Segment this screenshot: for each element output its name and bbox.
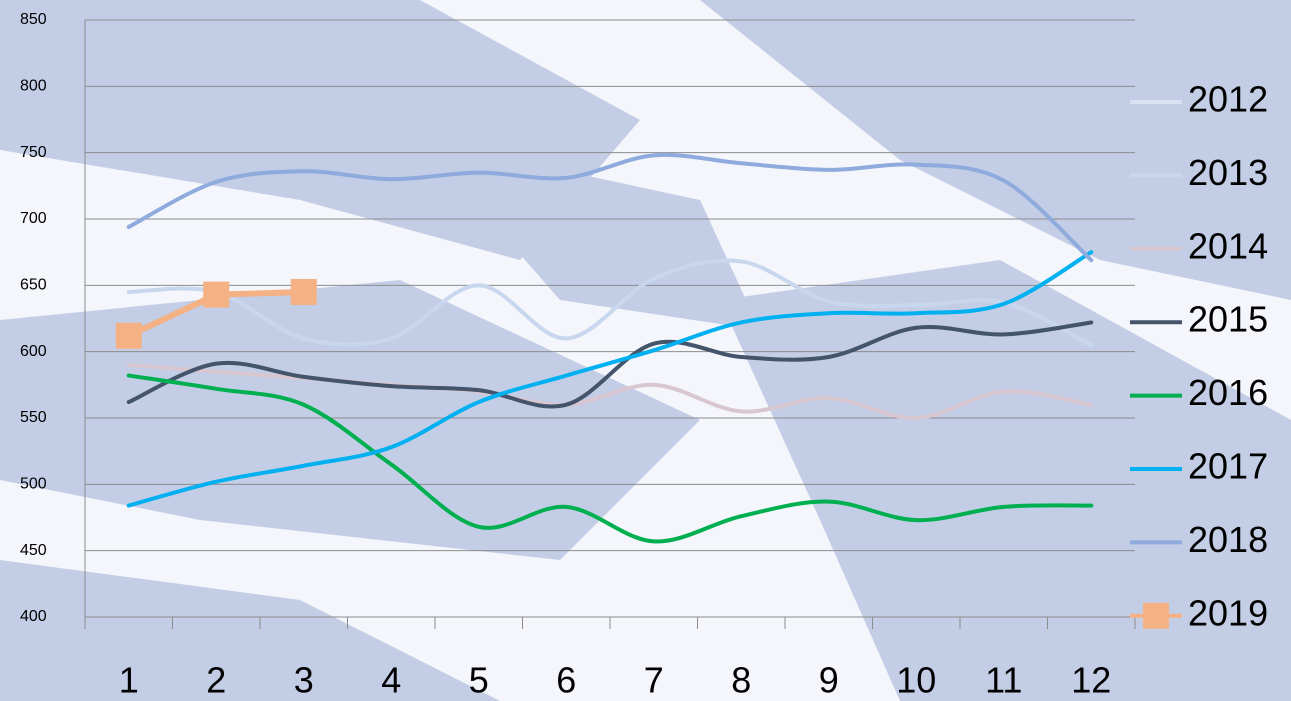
legend-label: 2012 (1188, 79, 1268, 120)
legend-label: 2015 (1188, 299, 1268, 340)
legend-label: 2013 (1188, 152, 1268, 193)
x-tick-label: 9 (819, 660, 839, 701)
y-tick-label: 850 (20, 11, 47, 28)
x-tick-label: 3 (294, 660, 314, 701)
y-tick-label: 650 (20, 277, 47, 294)
x-tick-label: 5 (469, 660, 489, 701)
x-tick-label: 11 (985, 660, 1022, 701)
point-marker (116, 323, 142, 349)
point-marker (291, 279, 317, 305)
legend-label: 2014 (1188, 225, 1268, 266)
y-tick-label: 600 (20, 343, 47, 360)
x-tick-label: 7 (644, 660, 664, 701)
x-tick-label: 10 (896, 660, 936, 701)
legend-marker (1143, 603, 1169, 629)
x-tick-label: 4 (381, 660, 401, 701)
y-tick-label: 800 (20, 78, 47, 95)
y-tick-label: 550 (20, 409, 47, 426)
y-tick-label: 450 (20, 542, 47, 559)
x-tick-label: 2 (206, 660, 226, 701)
x-tick-label: 6 (556, 660, 576, 701)
legend-label: 2019 (1188, 592, 1268, 633)
legend-label: 2017 (1188, 446, 1268, 487)
legend-label: 2018 (1188, 519, 1268, 560)
x-tick-label: 1 (119, 660, 139, 701)
y-tick-label: 500 (20, 476, 47, 493)
y-tick-label: 400 (20, 608, 47, 625)
y-tick-label: 750 (20, 144, 47, 161)
legend-label: 2016 (1188, 372, 1268, 413)
x-tick-label: 12 (1071, 660, 1111, 701)
chart: 4004505005506006507007508008501234567891… (0, 0, 1291, 701)
y-tick-label: 700 (20, 210, 47, 227)
point-marker (203, 282, 229, 308)
x-tick-label: 8 (731, 660, 751, 701)
